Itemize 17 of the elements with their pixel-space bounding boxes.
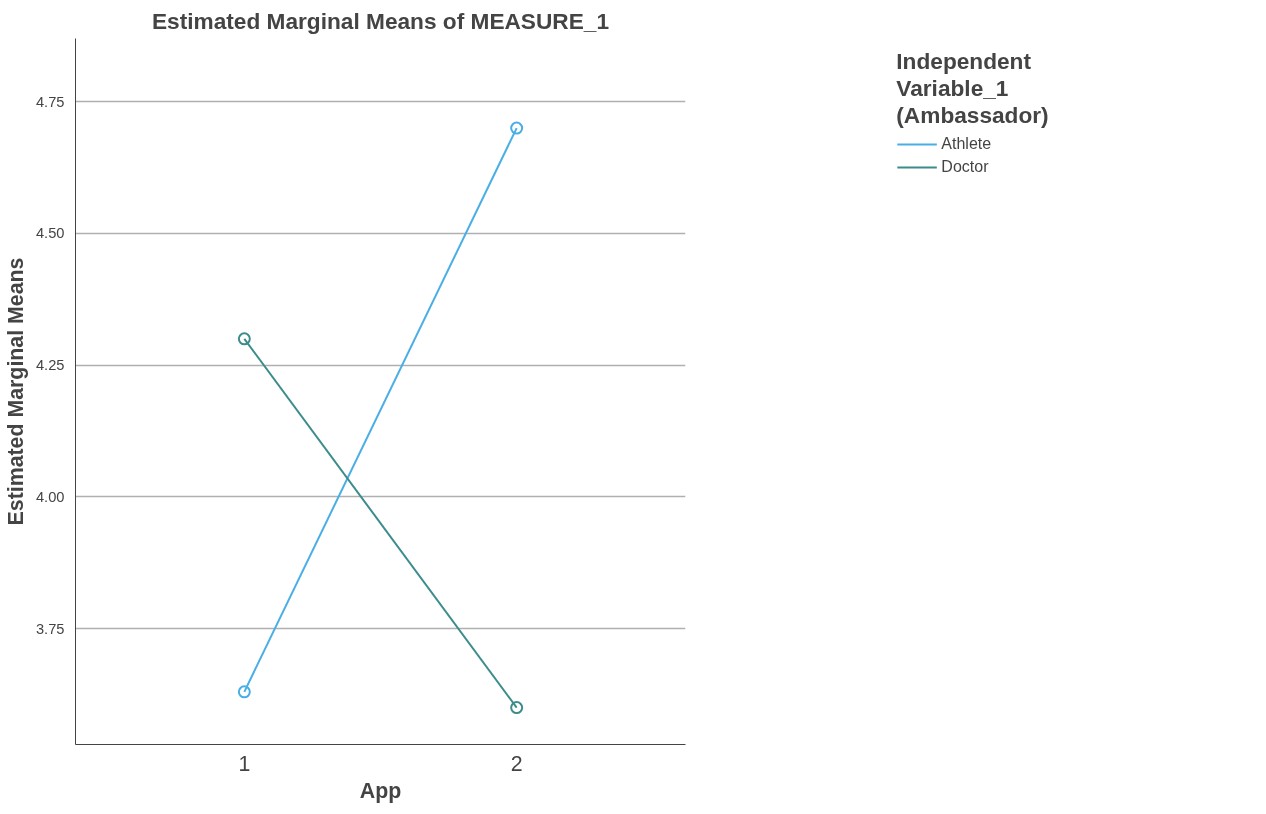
x-tick-label: 2 bbox=[510, 751, 523, 776]
y-tick-label: 4.50 bbox=[35, 225, 65, 242]
point bbox=[510, 121, 524, 135]
point bbox=[237, 685, 251, 699]
point bbox=[237, 332, 251, 346]
chart-title: Estimated Marginal Means of MEASURE_1 bbox=[152, 7, 610, 34]
x-axis-title: App bbox=[359, 778, 402, 803]
legend-title: Independent Variable_1 (Ambassador) bbox=[896, 48, 1049, 129]
y-tick-label: 4.25 bbox=[35, 357, 65, 374]
x-tick-label: 1 bbox=[238, 751, 251, 776]
point bbox=[510, 701, 524, 715]
legend-label: Athlete bbox=[941, 135, 992, 153]
y-tick-label: 4.75 bbox=[35, 93, 65, 110]
y-tick-label: 4.00 bbox=[35, 488, 65, 505]
legend-label: Doctor bbox=[941, 158, 989, 176]
y-tick-label: 3.75 bbox=[35, 620, 65, 637]
y-axis-title: Estimated Marginal Means bbox=[3, 257, 28, 526]
